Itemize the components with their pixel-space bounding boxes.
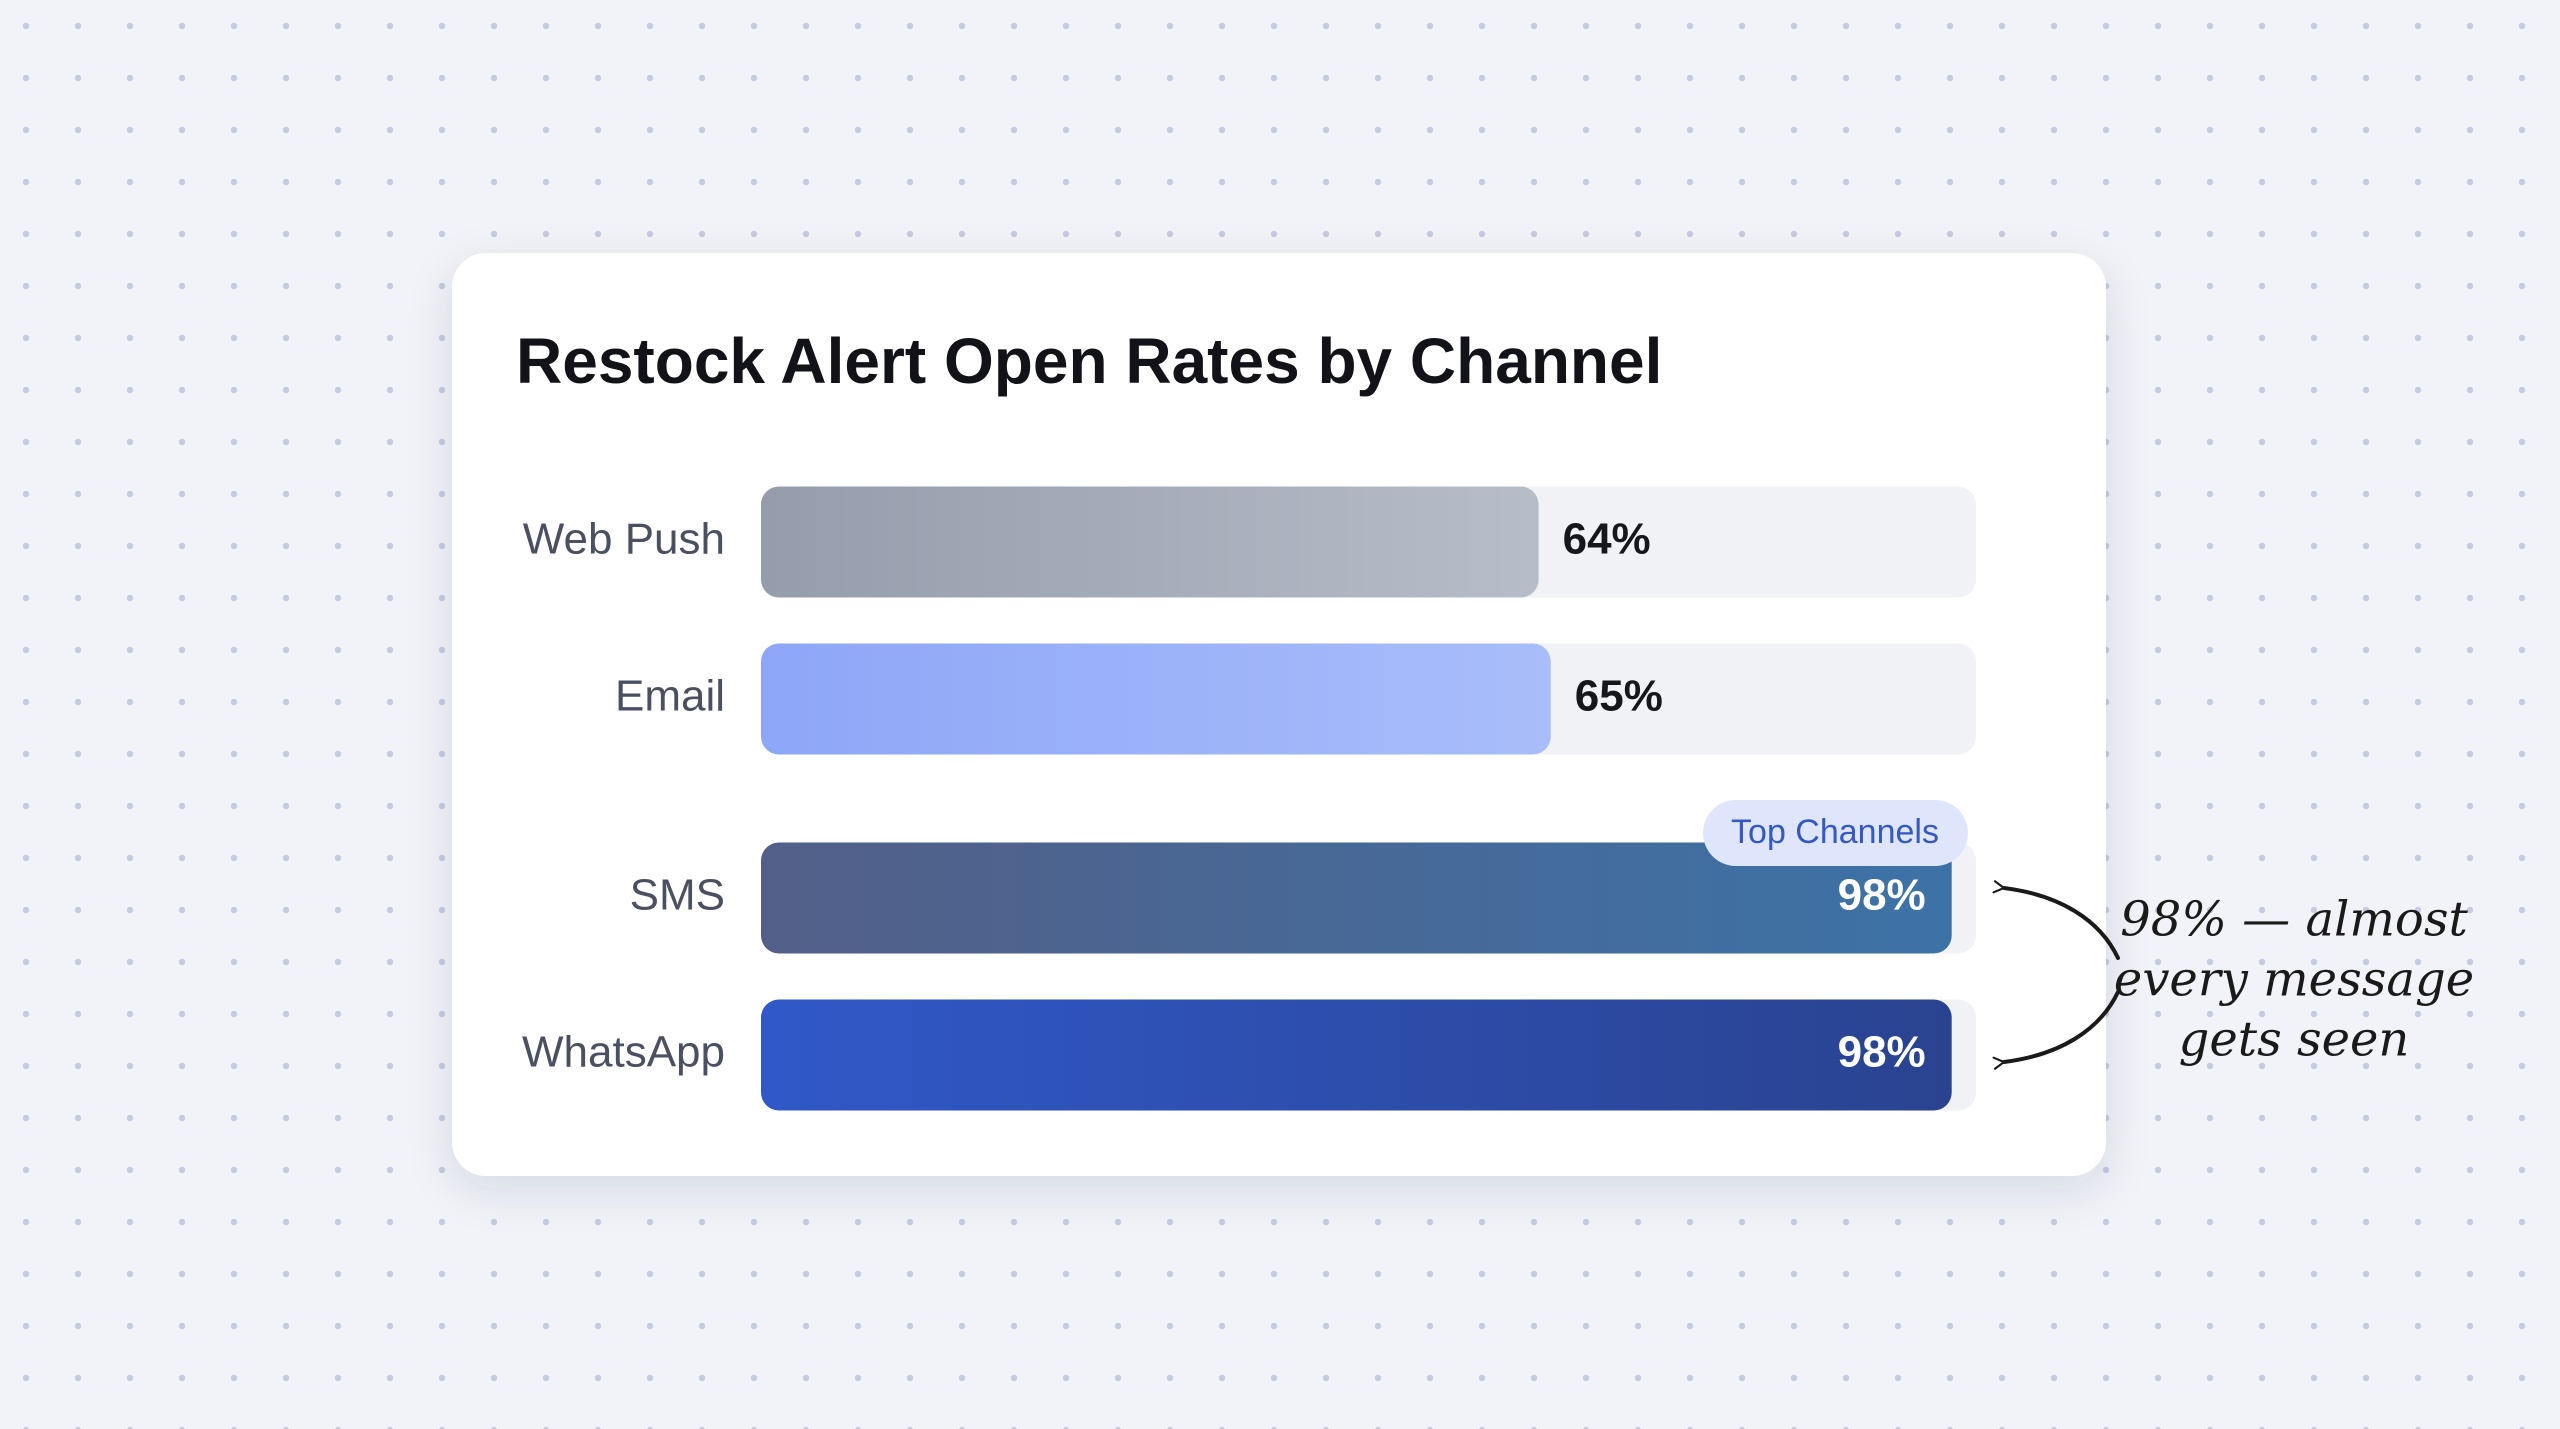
bar xyxy=(761,842,1952,954)
group-pill xyxy=(1703,800,1968,866)
annotation-text: every message xyxy=(2114,952,2474,1008)
annotation-arrow xyxy=(1992,990,2120,1070)
bar xyxy=(761,486,1539,598)
chart-title: Restock Alert Open Rates by Channel xyxy=(516,325,1662,397)
category-label: WhatsApp xyxy=(522,1028,725,1077)
group-label: Top Channels xyxy=(1731,813,1939,851)
bar xyxy=(761,643,1551,755)
category-label: SMS xyxy=(630,871,725,920)
category-label: Email xyxy=(615,672,725,721)
category-label: Web Push xyxy=(523,515,725,564)
value-label: 65% xyxy=(1575,672,1663,721)
value-label: 98% xyxy=(1838,871,1926,920)
annotation-text: gets seen xyxy=(2179,1012,2410,1068)
value-label: 98% xyxy=(1838,1028,1926,1077)
value-label: 64% xyxy=(1563,515,1651,564)
annotation-arrow xyxy=(1992,880,2120,960)
bar xyxy=(761,999,1952,1111)
annotation-text: 98% — almost xyxy=(2120,892,2468,948)
